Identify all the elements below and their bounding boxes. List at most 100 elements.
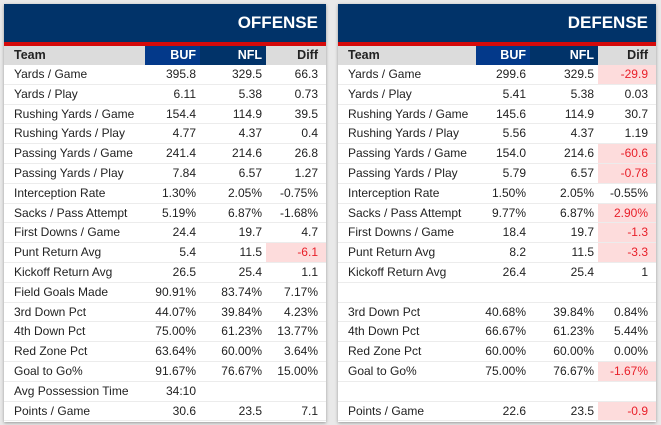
nfl-value: 19.7	[570, 225, 594, 240]
table-row: Field Goals Made 90.91% 83.74% 7.17%	[4, 283, 326, 303]
table-row: First Downs / Game 18.4 19.7 -1.3	[338, 223, 656, 244]
table-row: Rushing Yards / Play 5.56 4.37 1.19	[338, 124, 656, 145]
diff-value: -0.78	[598, 163, 656, 183]
offense-table-body: Yards / Game 395.8 329.5 66.3 Yards / Play 6.…	[4, 65, 326, 422]
table-row: Goal to Go% 91.67% 76.67% 15.00%	[4, 362, 326, 382]
nfl-value: 5.38	[570, 86, 594, 101]
row-label: Sacks / Pass Attempt	[14, 205, 128, 220]
nfl-value	[530, 283, 598, 302]
table-row: Rushing Yards / Game 145.6 114.9 30.7	[338, 105, 656, 125]
diff-value: -1.68%	[279, 205, 318, 220]
diff-value: 15.00%	[277, 363, 318, 378]
nfl-value	[200, 382, 266, 401]
nfl-value: 2.05%	[227, 185, 262, 200]
row-label: Points / Game	[14, 403, 91, 418]
row-label	[338, 283, 476, 302]
table-row: First Downs / Game 24.4 19.7 4.7	[4, 223, 326, 244]
nfl-value: 83.74%	[221, 284, 262, 299]
row-label: 4th Down Pct	[14, 324, 86, 339]
table-row: Red Zone Pct 60.00% 60.00% 0.00%	[338, 342, 656, 362]
offense-panel: OFFENSE Team BUF NFL Diff Yards / Game 39…	[4, 4, 326, 422]
row-label: Interception Rate	[348, 185, 440, 200]
row-label: Yards / Game	[348, 67, 422, 81]
diff-value: -1.3	[598, 223, 656, 243]
diff-value: 3.64%	[283, 344, 318, 359]
row-label: Red Zone Pct	[14, 344, 88, 359]
col-nfl: NFL	[530, 46, 598, 65]
row-label: 3rd Down Pct	[14, 304, 87, 319]
nfl-value: 11.5	[571, 245, 594, 260]
defense-table-body: Yards / Game 299.6 329.5 -29.9 Yards / Play 5…	[338, 65, 656, 422]
buf-value: 1.30%	[161, 185, 196, 200]
row-label: Yards / Play	[14, 86, 78, 101]
nfl-value: 6.57	[570, 165, 594, 180]
row-label: Goal to Go%	[348, 363, 417, 378]
buf-value: 90.91%	[155, 284, 196, 299]
buf-value: 75.00%	[485, 363, 526, 378]
diff-value	[598, 382, 656, 401]
nfl-value	[530, 382, 598, 401]
row-label: First Downs / Game	[348, 225, 455, 240]
diff-value: 0.03	[624, 86, 648, 101]
table-row: Kickoff Return Avg 26.4 25.4 1	[338, 263, 656, 283]
table-row: Sacks / Pass Attempt 5.19% 6.87% -1.68%	[4, 204, 326, 224]
buf-value: 9.77%	[491, 205, 526, 220]
diff-value: -0.75%	[279, 185, 318, 200]
diff-value: 4.23%	[283, 304, 318, 319]
buf-value: 154.4	[165, 106, 196, 121]
diff-value: 4.7	[301, 225, 318, 240]
nfl-value: 11.5	[239, 245, 262, 260]
table-row: Red Zone Pct 63.64% 60.00% 3.64%	[4, 342, 326, 362]
col-nfl: NFL	[200, 46, 266, 65]
diff-value: 26.8	[294, 146, 318, 161]
table-row: Yards / Play 6.11 5.38 0.73	[4, 85, 326, 105]
table-row: 4th Down Pct 66.67% 61.23% 5.44%	[338, 322, 656, 343]
diff-value: -0.55%	[609, 185, 648, 200]
diff-value: -1.67%	[598, 361, 656, 381]
diff-value: 7.1	[301, 403, 318, 418]
table-row: Yards / Game 299.6 329.5 -29.9	[338, 65, 656, 85]
buf-value: 395.8	[165, 67, 196, 81]
nfl-value: 19.7	[238, 225, 262, 240]
buf-value: 60.00%	[485, 344, 526, 359]
nfl-value: 61.23%	[221, 324, 262, 339]
buf-value: 5.79	[502, 165, 526, 180]
buf-value: 5.4	[179, 245, 196, 260]
diff-value: 30.7	[624, 106, 648, 121]
row-label: Red Zone Pct	[348, 344, 422, 359]
buf-value: 75.00%	[155, 324, 196, 339]
row-label	[338, 382, 476, 401]
table-row: Yards / Game 395.8 329.5 66.3	[4, 65, 326, 85]
diff-value: 0.84%	[613, 304, 648, 319]
table-row: Interception Rate 1.50% 2.05% -0.55%	[338, 184, 656, 204]
nfl-value: 114.9	[564, 106, 594, 121]
row-label: Goal to Go%	[14, 363, 83, 378]
col-team: Team	[348, 48, 380, 62]
buf-value: 4.77	[172, 126, 196, 141]
offense-title: OFFENSE	[4, 4, 326, 46]
nfl-value: 114.9	[232, 106, 262, 121]
table-row: Sacks / Pass Attempt 9.77% 6.87% 2.90%	[338, 203, 656, 224]
nfl-value: 4.37	[238, 126, 262, 141]
nfl-value: 39.84%	[553, 304, 594, 319]
diff-value: 1.1	[301, 264, 318, 279]
buf-value: 22.6	[502, 403, 526, 418]
buf-value: 5.56	[502, 126, 526, 141]
row-label: Punt Return Avg	[14, 245, 102, 260]
table-row: Passing Yards / Play 5.79 6.57 -0.78	[338, 163, 656, 184]
row-label: Sacks / Pass Attempt	[348, 205, 462, 220]
nfl-value: 39.84%	[221, 304, 262, 319]
buf-value: 91.67%	[155, 363, 196, 378]
nfl-value: 76.67%	[221, 363, 262, 378]
table-row: Kickoff Return Avg 26.5 25.4 1.1	[4, 263, 326, 283]
buf-value: 5.19%	[161, 205, 196, 220]
nfl-value: 214.6	[563, 146, 594, 161]
row-label: Rushing Yards / Play	[14, 126, 125, 141]
table-row: Rushing Yards / Play 4.77 4.37 0.4	[4, 124, 326, 145]
col-buf: BUF	[476, 46, 530, 65]
buf-value: 7.84	[172, 165, 196, 180]
table-row: Avg Possession Time 34:10	[4, 382, 326, 402]
buf-value: 5.41	[502, 86, 526, 101]
nfl-value: 76.67%	[553, 363, 594, 378]
nfl-value: 6.87%	[559, 205, 594, 220]
